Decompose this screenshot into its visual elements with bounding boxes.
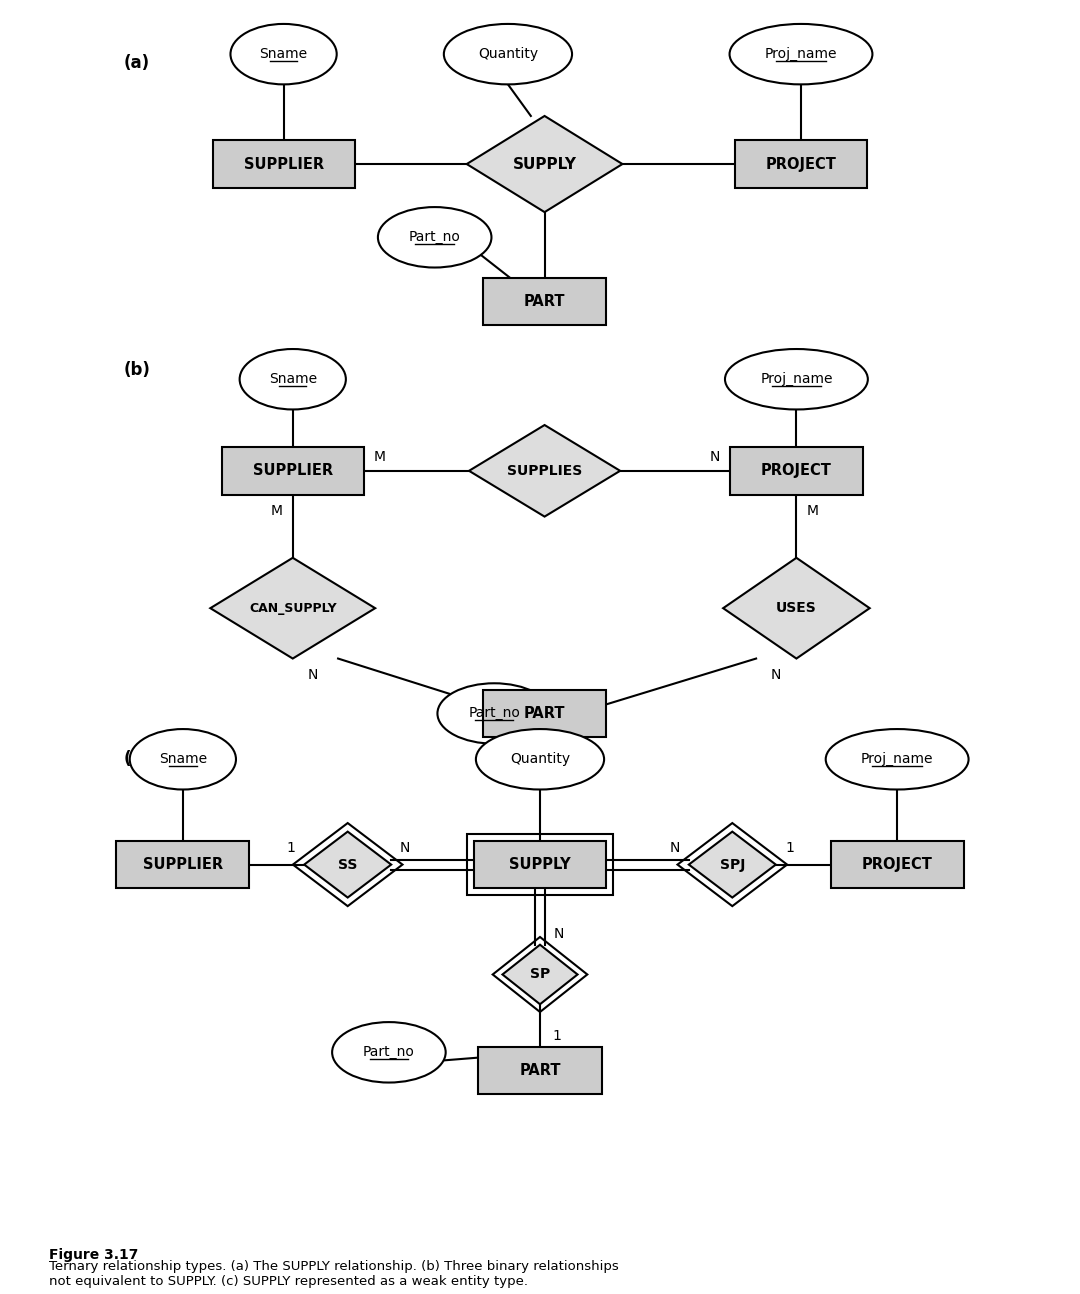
Ellipse shape bbox=[826, 729, 969, 789]
Polygon shape bbox=[469, 424, 620, 516]
Text: Quantity: Quantity bbox=[510, 752, 570, 766]
Text: 1: 1 bbox=[286, 841, 295, 855]
Text: USES: USES bbox=[777, 602, 816, 615]
Bar bbox=[117, 841, 249, 889]
Text: N: N bbox=[670, 841, 680, 855]
Text: PART: PART bbox=[519, 1064, 561, 1078]
Bar bbox=[483, 690, 606, 738]
Text: PART: PART bbox=[524, 707, 565, 721]
Bar bbox=[483, 278, 606, 325]
Text: M: M bbox=[270, 505, 282, 518]
Text: Part_no: Part_no bbox=[408, 230, 461, 245]
Text: Part_no: Part_no bbox=[363, 1046, 415, 1060]
Ellipse shape bbox=[437, 683, 551, 744]
Bar bbox=[221, 446, 364, 494]
Text: Proj_name: Proj_name bbox=[765, 47, 837, 61]
Text: N: N bbox=[400, 841, 410, 855]
Bar bbox=[734, 140, 867, 188]
Text: Quantity: Quantity bbox=[477, 47, 538, 61]
Text: Ternary relationship types. (a) The SUPPLY relationship. (b) Three binary relati: Ternary relationship types. (a) The SUPP… bbox=[49, 1259, 619, 1288]
Text: (c): (c) bbox=[123, 751, 148, 769]
Text: CAN_SUPPLY: CAN_SUPPLY bbox=[248, 602, 337, 615]
Polygon shape bbox=[724, 558, 869, 659]
Bar bbox=[474, 841, 606, 889]
Text: (b): (b) bbox=[123, 361, 150, 379]
Text: SUPPLIER: SUPPLIER bbox=[243, 157, 324, 172]
Text: N: N bbox=[771, 668, 782, 682]
Bar bbox=[478, 1047, 602, 1095]
Text: N: N bbox=[710, 450, 719, 465]
Text: 1: 1 bbox=[552, 1029, 561, 1043]
Bar bbox=[213, 140, 354, 188]
Bar bbox=[468, 835, 612, 895]
Text: Part_no: Part_no bbox=[469, 707, 521, 721]
Text: Sname: Sname bbox=[269, 373, 316, 386]
Ellipse shape bbox=[444, 23, 572, 84]
Ellipse shape bbox=[333, 1022, 446, 1083]
Ellipse shape bbox=[240, 349, 346, 409]
Text: SUPPLY: SUPPLY bbox=[509, 857, 571, 872]
Polygon shape bbox=[689, 832, 775, 898]
Ellipse shape bbox=[378, 207, 491, 268]
Text: SUPPLY: SUPPLY bbox=[513, 157, 577, 172]
Polygon shape bbox=[467, 116, 622, 212]
Text: SP: SP bbox=[530, 968, 550, 981]
Bar bbox=[831, 841, 963, 889]
Ellipse shape bbox=[730, 23, 873, 84]
Ellipse shape bbox=[230, 23, 337, 84]
Text: Proj_name: Proj_name bbox=[760, 373, 833, 387]
Text: PART: PART bbox=[524, 294, 565, 309]
Ellipse shape bbox=[130, 729, 235, 789]
Text: (a): (a) bbox=[123, 54, 149, 72]
Text: Sname: Sname bbox=[159, 752, 207, 766]
Polygon shape bbox=[211, 558, 375, 659]
Polygon shape bbox=[502, 945, 578, 1004]
Text: N: N bbox=[553, 927, 564, 941]
Text: SS: SS bbox=[338, 858, 357, 872]
Ellipse shape bbox=[476, 729, 604, 789]
Text: SUPPLIER: SUPPLIER bbox=[253, 463, 333, 479]
Text: PROJECT: PROJECT bbox=[862, 857, 933, 872]
Bar bbox=[730, 446, 863, 494]
Text: M: M bbox=[807, 505, 819, 518]
Text: 1: 1 bbox=[785, 841, 794, 855]
Text: SUPPLIER: SUPPLIER bbox=[143, 857, 222, 872]
Text: Figure 3.17: Figure 3.17 bbox=[49, 1247, 138, 1262]
Polygon shape bbox=[305, 832, 391, 898]
Text: SPJ: SPJ bbox=[719, 858, 745, 872]
Text: M: M bbox=[374, 450, 386, 465]
Text: PROJECT: PROJECT bbox=[766, 157, 836, 172]
Text: PROJECT: PROJECT bbox=[761, 463, 832, 479]
Text: Sname: Sname bbox=[259, 47, 308, 61]
Text: N: N bbox=[308, 668, 319, 682]
Text: Proj_name: Proj_name bbox=[861, 752, 933, 766]
Text: SUPPLIES: SUPPLIES bbox=[507, 463, 582, 477]
Ellipse shape bbox=[725, 349, 868, 409]
